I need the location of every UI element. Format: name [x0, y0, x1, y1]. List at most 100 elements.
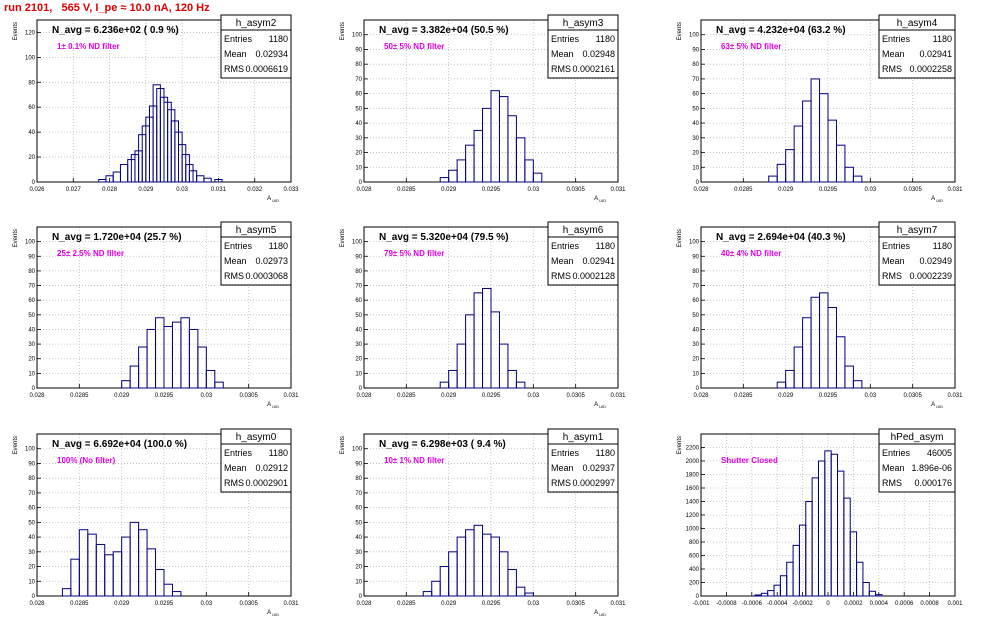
histogram-bin — [776, 381, 787, 389]
histogram-bin — [498, 551, 509, 597]
stats-value: 0.0003068 — [245, 271, 288, 281]
histogram-bin — [146, 548, 157, 597]
x-tick-label: 0.031 — [947, 393, 963, 399]
histogram-bin — [490, 536, 500, 597]
stats-box: h_asym6 Entries 1180 Mean 0.02941 RMS 0.000212… — [547, 221, 619, 286]
y-tick-label: 80 — [355, 269, 362, 275]
y-tick-label: 100 — [352, 33, 363, 39]
x-tick-label: 0.0285 — [397, 187, 416, 193]
y-tick-label: 0 — [359, 180, 363, 186]
stats-box: h_asym3 Entries 1180 Mean 0.02948 RMS 0.000216… — [547, 14, 619, 79]
histogram-bin — [852, 175, 863, 183]
stats-title: h_asym2 — [236, 18, 277, 29]
histogram-bin — [498, 343, 509, 389]
y-tick-label: 60 — [28, 105, 35, 111]
stats-value: 0.0002258 — [909, 64, 952, 74]
y-axis-label: Events — [340, 436, 346, 454]
histogram-bin — [104, 554, 114, 597]
x-tick-label: 0.0295 — [819, 187, 838, 193]
histogram-bin — [507, 568, 517, 597]
y-tick-label: 400 — [689, 567, 700, 573]
y-tick-label: 50 — [355, 520, 362, 526]
n-avg-label: N_avg = 1.720e+04 (25.7 %) — [52, 232, 182, 243]
histogram-bin — [785, 149, 795, 183]
histogram-bin — [498, 96, 509, 183]
y-tick-label: 600 — [689, 554, 700, 560]
x-tick-label: 0.029 — [114, 601, 130, 607]
stats-title: hPed_asym — [891, 432, 944, 443]
y-tick-label: 1200 — [686, 513, 700, 519]
histogram-bin — [507, 115, 517, 183]
histogram-bin — [754, 594, 762, 597]
x-axis-label: AUID — [594, 402, 606, 409]
histogram-bin — [837, 470, 845, 597]
histogram-bin — [155, 317, 165, 389]
x-tick-label: 0.031 — [610, 393, 626, 399]
histogram-bin — [835, 144, 846, 183]
x-tick-label: 0.03 — [864, 187, 876, 193]
stats-value: 1180 — [596, 448, 615, 458]
y-axis-label: Events — [677, 229, 683, 247]
histogram-bin — [465, 144, 475, 183]
stats-value: 1180 — [596, 241, 615, 251]
histogram-bin — [844, 166, 854, 183]
y-tick-label: 50 — [355, 106, 362, 112]
histogram-bin — [482, 107, 492, 183]
stats-key: RMS — [882, 271, 902, 281]
histogram-bin — [490, 90, 500, 183]
histogram-bin — [811, 477, 819, 597]
stats-box: h_asym7 Entries 1180 Mean 0.02949 RMS 0.000223… — [878, 221, 956, 286]
x-tick-label: 0.0295 — [482, 187, 501, 193]
x-tick-label: 0.0295 — [155, 601, 174, 607]
run-title: run 2101, 565 V, I_pe ≈ 10.0 nA, 120 Hz — [4, 2, 210, 14]
histogram-bin — [819, 93, 829, 183]
x-tick-label: 0.03 — [200, 601, 212, 607]
histogram-bin — [422, 591, 433, 597]
y-tick-label: 20 — [355, 151, 362, 157]
y-tick-label: 90 — [28, 461, 35, 467]
histogram-bin — [112, 551, 123, 597]
histogram-bin — [515, 381, 526, 389]
stats-frame — [547, 428, 619, 493]
histogram-bin — [785, 369, 795, 389]
n-avg-label: N_avg = 5.320e+04 (79.5 %) — [379, 232, 509, 243]
x-tick-label: 0.0006 — [895, 601, 914, 607]
x-tick-label: 0.0305 — [903, 393, 922, 399]
y-tick-label: 0 — [696, 180, 700, 186]
y-tick-label: 100 — [25, 447, 36, 453]
x-tick-label: 0.029 — [441, 187, 457, 193]
filter-annotation: 40± 4% ND filter — [721, 249, 781, 258]
x-tick-label: 0.031 — [283, 393, 299, 399]
stats-key: Entries — [551, 448, 580, 458]
x-tick-label: 0.03 — [527, 601, 539, 607]
y-tick-label: 10 — [355, 165, 362, 171]
x-tick-label: -0.001 — [692, 601, 710, 607]
y-tick-label: 70 — [355, 491, 362, 497]
histogram-bin — [802, 100, 812, 183]
histogram-bin — [214, 179, 223, 183]
y-axis-label: Events — [677, 22, 683, 40]
y-tick-label: 0 — [32, 180, 36, 186]
y-tick-label: 0 — [32, 386, 36, 392]
y-tick-label: 800 — [689, 540, 700, 546]
histogram-bin — [793, 346, 804, 389]
y-tick-label: 80 — [692, 269, 699, 275]
histogram-bin — [515, 586, 526, 597]
stats-key: Mean — [551, 49, 574, 59]
x-tick-label: 0.0305 — [566, 393, 585, 399]
histogram-bin — [768, 175, 778, 183]
x-tick-label: 0.0004 — [870, 601, 889, 607]
histogram-bin — [819, 292, 829, 389]
stats-title: h_asym4 — [897, 18, 938, 29]
panel-h_asym1: 0.028 0.0285 0.029 0.0295 0.03 0.0305 0.031 0 10… — [340, 428, 626, 617]
x-tick-label: 0.028 — [356, 187, 372, 193]
stats-key: Mean — [224, 463, 247, 473]
filter-annotation: 50± 5% ND filter — [384, 42, 444, 51]
stats-value: 0.02948 — [582, 49, 615, 59]
x-tick-label: 0.0305 — [239, 393, 258, 399]
stats-key: Entries — [882, 34, 911, 44]
histogram-bin — [482, 533, 492, 597]
x-tick-label: 0.027 — [66, 187, 82, 193]
x-tick-label: 0.028 — [693, 187, 709, 193]
histogram-bin — [121, 536, 131, 597]
